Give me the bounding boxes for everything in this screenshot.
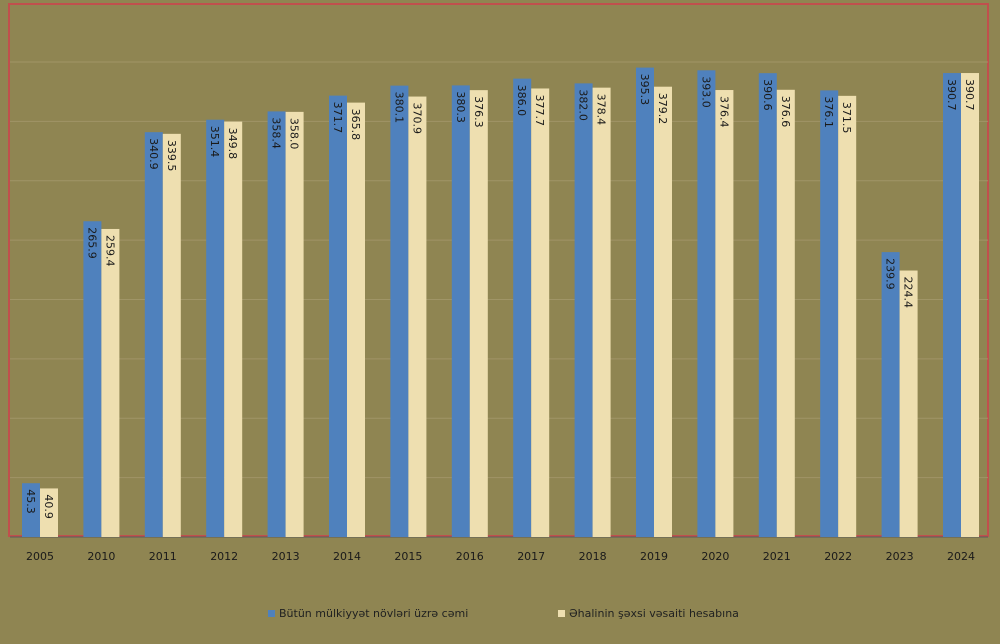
bar-series-2 <box>838 95 857 537</box>
plot-frame <box>8 3 989 537</box>
data-label-series-1: 239.9 <box>884 258 897 290</box>
data-label-series-1: 386.0 <box>515 85 528 117</box>
bar-series-2 <box>531 88 550 537</box>
bar-series-1 <box>144 132 163 537</box>
data-label-series-1: 380.3 <box>454 91 467 123</box>
bar-series-1 <box>943 73 961 537</box>
bar-series-2 <box>715 90 734 538</box>
x-tick-label: 2005 <box>26 550 54 563</box>
data-label-series-2: 377.7 <box>533 94 546 126</box>
data-label-series-1: 371.7 <box>331 102 344 134</box>
x-tick-label: 2018 <box>579 550 607 563</box>
x-tick-label: 2020 <box>701 550 729 563</box>
bar-series-1 <box>574 83 593 537</box>
bar-series-2 <box>285 111 304 537</box>
x-tick-label: 2021 <box>763 550 791 563</box>
legend-item-series-2: Əhalinin şəxsi vəsaiti hesabına <box>558 606 739 620</box>
data-label-series-2: 371.5 <box>840 102 853 134</box>
bar-series-2 <box>101 228 120 537</box>
data-label-series-2: 370.9 <box>410 103 423 134</box>
data-label-series-1: 358.4 <box>270 117 283 148</box>
x-tick-label: 2013 <box>272 550 300 563</box>
data-label-series-1: 265.9 <box>85 227 98 259</box>
data-label-series-1: 340.9 <box>147 138 160 170</box>
bar-series-1 <box>390 85 409 537</box>
data-label-series-2: 376.6 <box>779 96 792 128</box>
bar-series-1 <box>636 67 654 538</box>
legend-swatch-series-1 <box>268 609 275 617</box>
bar-series-1 <box>451 85 470 538</box>
data-label-series-1: 390.6 <box>761 79 774 111</box>
x-tick-label: 2012 <box>210 550 238 563</box>
legend-swatch-series-2 <box>558 609 565 617</box>
legend-item-series-1: Bütün mülkiyyət növləri üzrə cəmi <box>268 606 468 620</box>
bar-series-2 <box>347 102 365 538</box>
data-label-series-1: 45.3 <box>24 489 37 514</box>
data-label-series-2: 365.8 <box>349 109 362 141</box>
data-label-series-2: 390.7 <box>963 79 976 111</box>
bar-series-2 <box>592 87 611 538</box>
data-label-series-1: 376.1 <box>822 96 835 128</box>
bar-series-1 <box>881 252 900 537</box>
bar-series-2 <box>162 133 181 537</box>
legend-label-series-2: Əhalinin şəxsi vəsaiti hesabına <box>569 606 739 620</box>
x-tick-label: 2016 <box>456 550 484 563</box>
bar-series-2 <box>469 90 488 538</box>
data-label-series-2: 339.5 <box>165 140 178 172</box>
x-tick-label: 2019 <box>640 550 668 563</box>
bar-series-2 <box>40 488 58 537</box>
data-label-series-2: 358.0 <box>288 118 301 150</box>
data-label-series-2: 376.4 <box>717 96 730 128</box>
data-label-series-2: 349.8 <box>226 128 239 160</box>
bar-series-1 <box>22 483 40 537</box>
x-tick-label: 2024 <box>947 550 975 563</box>
data-label-series-2: 259.4 <box>103 235 116 267</box>
bar-series-2 <box>899 270 918 537</box>
bar-series-1 <box>697 70 716 537</box>
bar-series-1 <box>83 221 102 537</box>
data-label-series-1: 395.3 <box>638 74 651 106</box>
x-tick-label: 2010 <box>87 550 115 563</box>
bar-series-1 <box>513 78 532 537</box>
data-label-series-2: 378.4 <box>595 94 608 126</box>
data-label-series-1: 390.7 <box>945 79 958 111</box>
bar-series-1 <box>329 95 347 537</box>
data-label-series-1: 382.0 <box>577 89 590 121</box>
data-label-series-2: 376.3 <box>472 96 485 128</box>
data-label-series-1: 393.0 <box>699 76 712 108</box>
data-label-series-1: 351.4 <box>208 126 221 157</box>
legend-label-series-1: Bütün mülkiyyət növləri üzrə cəmi <box>279 606 469 620</box>
x-tick-label: 2015 <box>394 550 422 563</box>
x-tick-label: 2017 <box>517 550 545 563</box>
bar-series-1 <box>267 111 286 538</box>
bar-series-1 <box>820 90 839 537</box>
bar-series-2 <box>408 96 427 538</box>
data-label-series-2: 224.4 <box>902 277 915 309</box>
data-label-series-2: 40.9 <box>42 494 55 519</box>
bar-series-2 <box>776 89 795 537</box>
x-tick-label: 2022 <box>824 550 852 563</box>
bar-series-2 <box>961 73 979 537</box>
bar-series-1 <box>206 119 225 538</box>
x-tick-label: 2023 <box>886 550 914 563</box>
bar-series-2 <box>654 86 672 537</box>
x-tick-label: 2011 <box>149 550 177 563</box>
bar-series-2 <box>224 121 243 538</box>
bar-series-1 <box>758 73 777 537</box>
data-label-series-1: 380.1 <box>392 92 405 124</box>
x-tick-label: 2014 <box>333 550 361 563</box>
data-label-series-2: 379.2 <box>656 93 669 125</box>
